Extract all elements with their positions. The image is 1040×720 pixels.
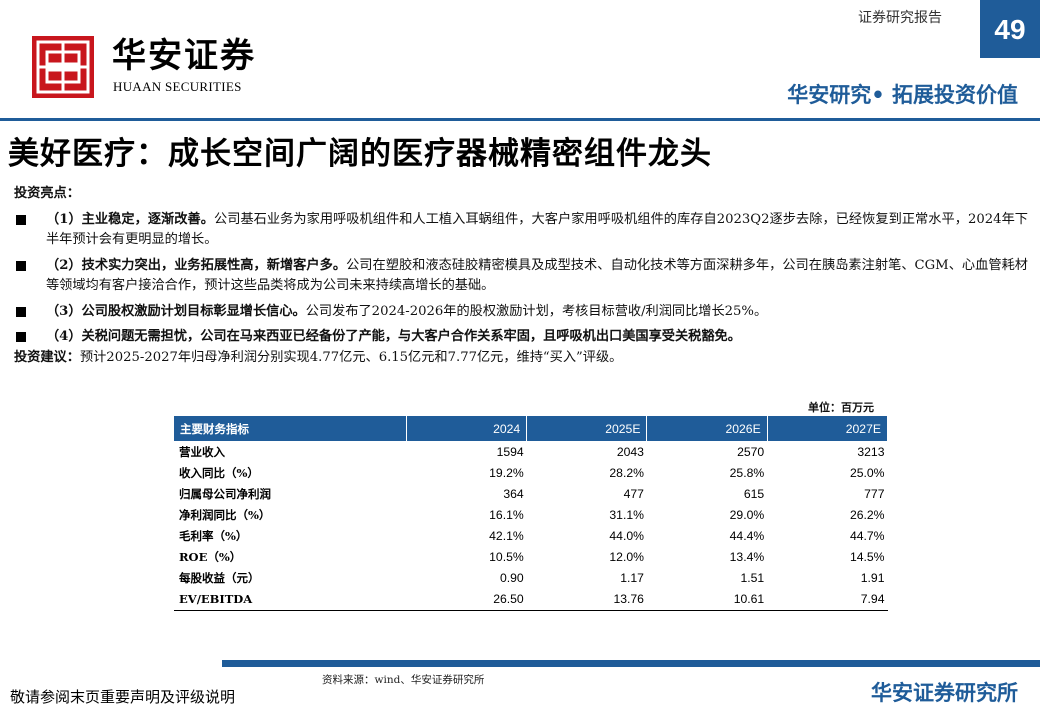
footer-divider: [222, 660, 1040, 667]
square-bullet-icon: [16, 214, 26, 225]
table-cell: 26.50: [406, 588, 527, 611]
highlights-section: 投资亮点： （1）主业稳定，逐渐改善。公司基石业务为家用呼吸机组件和人工植入耳蜗…: [14, 184, 1028, 368]
header-divider: [0, 118, 1040, 121]
table-row: 营业收入 1594 2043 2570 3213: [174, 441, 888, 462]
table-cell: 7.94: [767, 588, 888, 611]
table-row: ROE（%） 10.5% 12.0% 13.4% 14.5%: [174, 546, 888, 567]
square-bullet-icon: [16, 260, 26, 271]
table-cell: 19.2%: [489, 465, 524, 480]
highlight-text: 公司在塑胶和液态硅胶精密模具及成型技术、自动化技术等方面深耕多年，公司在胰岛素注…: [46, 257, 1028, 294]
report-type-label: 证券研究报告: [858, 10, 942, 26]
table-cell: 29.0%: [729, 507, 765, 522]
highlight-bold: （3）公司股权激励计划目标彰显增长信心。: [46, 303, 306, 319]
table-cell: 10.5%: [489, 550, 524, 565]
brand-name-en: HUAAN SECURITIES: [113, 79, 242, 94]
square-bullet-icon: [16, 306, 26, 317]
header-slogan: 华安研究• 拓展投资价值: [787, 83, 1018, 107]
highlight-item: （3）公司股权激励计划目标彰显增长信心。公司发布了2024-2026年的股权激励…: [14, 302, 1028, 323]
column-header: 2027E: [767, 416, 889, 441]
table-cell: 44.7%: [849, 528, 885, 543]
logo-mark-icon: [36, 40, 90, 94]
table-cell: 1594: [496, 444, 524, 459]
table-row: 收入同比（%） 19.2% 28.2% 25.8% 25.0%: [174, 462, 888, 483]
table-cell: 10.61: [646, 588, 768, 611]
table-cell: 44.0%: [609, 528, 644, 543]
advice-text: 预计2025-2027年归母净利润分别实现4.77亿元、6.15亿元和7.77亿…: [79, 349, 623, 365]
table-row: 净利润同比（%） 16.1% 31.1% 29.0% 26.2%: [174, 504, 888, 525]
table-cell: 44.4%: [729, 528, 765, 543]
table-cell: 615: [743, 486, 765, 501]
table-row: 毛利率（%） 42.1% 44.0% 44.4% 44.7%: [174, 525, 888, 546]
highlight-item: （1）主业稳定，逐渐改善。公司基石业务为家用呼吸机组件和人工植入耳蜗组件，大客户…: [14, 210, 1028, 251]
highlight-bold: （4）关税问题无需担忧，公司在马来西亚已经备份了产能，与大客户合作关系牢固，且呼…: [46, 329, 741, 344]
table-cell: 13.76: [526, 588, 647, 611]
table-cell: 477: [623, 486, 644, 501]
highlight-text: 公司基石业务为家用呼吸机组件和人工植入耳蜗组件，大客户家用呼吸机组件的库存自20…: [46, 211, 1028, 248]
table-cell: 1.17: [620, 571, 644, 586]
table-cell: 42.1%: [489, 528, 524, 543]
table-row: EV/EBITDA 26.50 13.76 10.61 7.94: [174, 588, 888, 611]
row-label: EV/EBITDA: [174, 588, 407, 611]
table-row: 归属母公司净利润 364 477 615 777: [174, 483, 888, 504]
row-label: 净利润同比（%）: [179, 507, 271, 522]
column-header: 2026E: [646, 416, 768, 441]
table-cell: 25.0%: [849, 465, 885, 480]
page-number: 49: [980, 0, 1040, 58]
highlight-bold: （2）技术实力突出，业务拓展性高，新增客户多。: [46, 257, 347, 273]
row-label: 归属母公司净利润: [179, 486, 271, 501]
financial-indicators-table: 主要财务指标 2024 2025E 2026E 2027E 营业收入 1594 …: [174, 416, 889, 611]
table-cell: 2043: [616, 444, 644, 459]
table-cell: 16.1%: [489, 507, 524, 522]
row-label: ROE（%）: [179, 550, 242, 565]
table-cell: 26.2%: [849, 507, 885, 522]
highlights-heading: 投资亮点：: [14, 186, 80, 201]
highlight-bold: （1）主业稳定，逐渐改善。: [46, 211, 214, 227]
table-unit-label: 单位：百万元: [808, 401, 874, 414]
table-cell: 31.1%: [609, 507, 644, 522]
table-cell: 14.5%: [849, 550, 885, 565]
square-bullet-icon: [16, 332, 26, 342]
table-row: 每股收益（元） 0.90 1.17 1.51 1.91: [174, 568, 888, 589]
column-header: 2024: [406, 416, 528, 441]
table-cell: 0.90: [499, 571, 524, 586]
table-header-row: 主要财务指标 2024 2025E 2026E 2027E: [174, 416, 889, 441]
investment-advice: 投资建议：预计2025-2027年归母净利润分别实现4.77亿元、6.15亿元和…: [14, 348, 1028, 369]
row-label: 每股收益（元）: [179, 571, 260, 586]
data-source-note: 资料来源：wind、华安证券研究所: [322, 674, 485, 686]
row-label: 营业收入: [179, 444, 225, 459]
page-title: 美好医疗：成长空间广阔的医疗器械精密组件龙头: [8, 136, 712, 172]
row-label: 收入同比（%）: [179, 465, 259, 480]
footer-brand: 华安证券研究所: [871, 681, 1018, 705]
table-cell: 777: [864, 486, 885, 501]
company-logo: [32, 36, 94, 98]
table-cell: 28.2%: [609, 465, 644, 480]
advice-label: 投资建议：: [14, 349, 80, 365]
highlight-text: 公司发布了2024-2026年的股权激励计划，考核目标营收/利润同比增长25%。: [305, 303, 768, 319]
highlight-item: （4）关税问题无需担忧，公司在马来西亚已经备份了产能，与大客户合作关系牢固，且呼…: [14, 327, 1028, 348]
table-cell: 12.0%: [609, 550, 644, 565]
table-cell: 25.8%: [729, 465, 765, 480]
table-cell: 2570: [737, 444, 765, 459]
highlight-item: （2）技术实力突出，业务拓展性高，新增客户多。公司在塑胶和液态硅胶精密模具及成型…: [14, 256, 1028, 297]
table-cell: 1.51: [740, 571, 765, 586]
table-cell: 364: [503, 486, 524, 501]
disclaimer-link[interactable]: 敬请参阅末页重要声明及评级说明: [10, 688, 236, 706]
column-header: 2025E: [526, 416, 648, 441]
table-cell: 13.4%: [729, 550, 765, 565]
column-header: 主要财务指标: [174, 416, 408, 441]
table-cell: 3213: [857, 444, 885, 459]
brand-name-cn: 华安证券: [112, 36, 256, 76]
row-label: 毛利率（%）: [179, 528, 248, 543]
table-cell: 1.91: [860, 571, 885, 586]
